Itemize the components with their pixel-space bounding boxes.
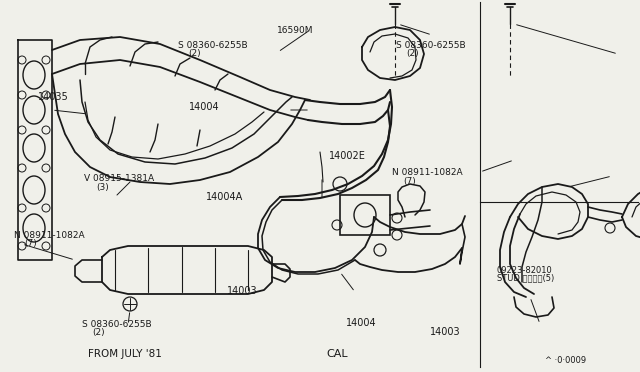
Text: (2): (2) bbox=[92, 328, 105, 337]
Text: 14035: 14035 bbox=[38, 92, 69, 102]
Text: 14003: 14003 bbox=[227, 286, 258, 296]
Text: FROM JULY '81: FROM JULY '81 bbox=[88, 349, 162, 359]
Text: 14004: 14004 bbox=[346, 318, 376, 328]
Text: 14003: 14003 bbox=[430, 327, 461, 337]
Text: V 08915-1381A: V 08915-1381A bbox=[84, 174, 155, 183]
Text: S 08360-6255B: S 08360-6255B bbox=[396, 41, 465, 50]
Text: CAL: CAL bbox=[326, 349, 348, 359]
Text: (2): (2) bbox=[406, 49, 419, 58]
Text: (2): (2) bbox=[188, 49, 201, 58]
Text: N 08911-1082A: N 08911-1082A bbox=[14, 231, 84, 240]
Text: 14004A: 14004A bbox=[206, 192, 243, 202]
Text: 09223-82010: 09223-82010 bbox=[497, 266, 552, 275]
Text: STUD スタッド(5): STUD スタッド(5) bbox=[497, 274, 554, 283]
Text: 14004: 14004 bbox=[189, 102, 220, 112]
Text: (3): (3) bbox=[96, 183, 109, 192]
Bar bbox=[340, 195, 390, 235]
Text: 16590M: 16590M bbox=[276, 26, 313, 35]
Text: 14002E: 14002E bbox=[329, 151, 366, 161]
Text: ^ ·0·0009: ^ ·0·0009 bbox=[545, 356, 586, 365]
Text: S 08360-6255B: S 08360-6255B bbox=[178, 41, 248, 50]
Text: (7): (7) bbox=[403, 177, 416, 186]
Text: (7): (7) bbox=[24, 239, 37, 248]
Text: N 08911-1082A: N 08911-1082A bbox=[392, 169, 462, 177]
Text: S 08360-6255B: S 08360-6255B bbox=[82, 320, 152, 329]
